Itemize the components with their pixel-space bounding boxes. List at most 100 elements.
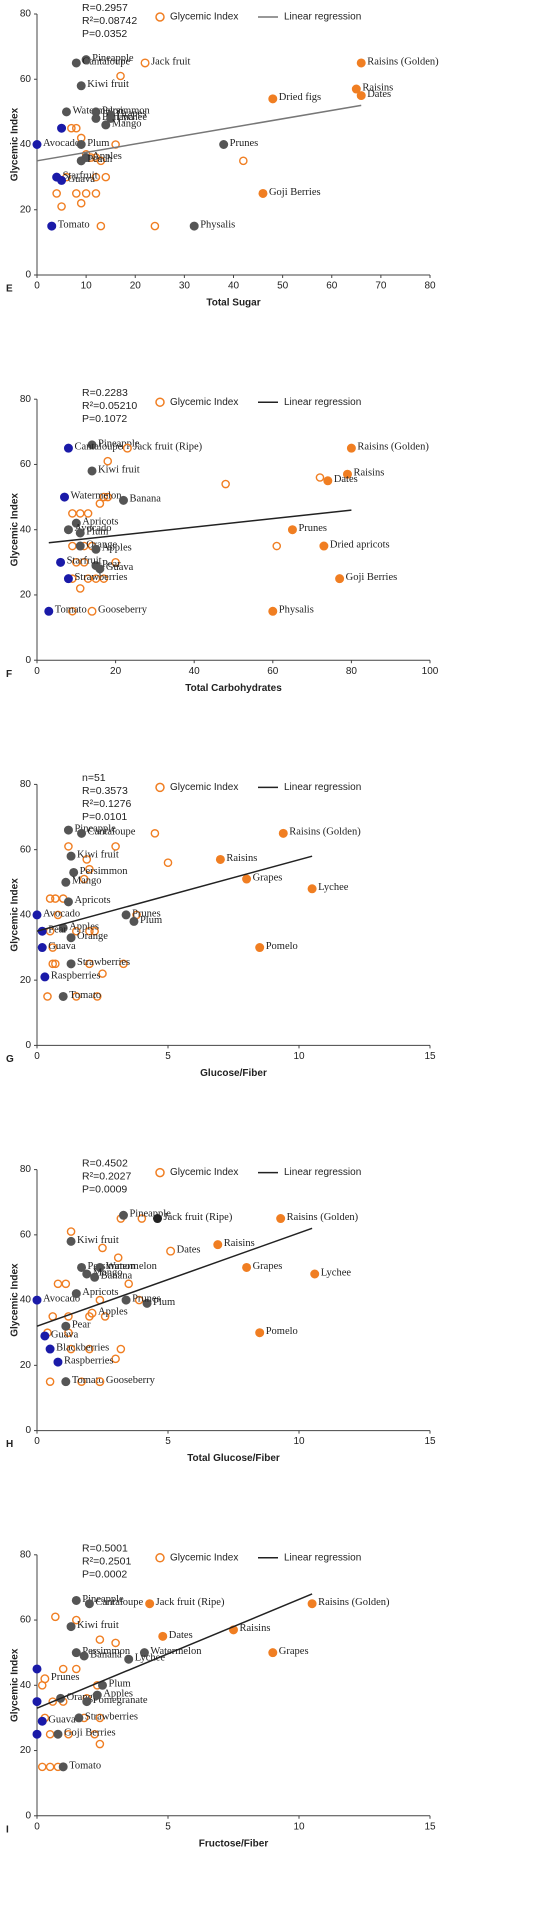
point-label: Persimmon (88, 1261, 137, 1272)
point-label: Raisins (Golden) (318, 1597, 390, 1608)
y-tick-label: 0 (25, 1040, 31, 1051)
stat-text: R=0.2957 (82, 2, 128, 14)
data-point (58, 1664, 68, 1674)
stat-text: n=51 (82, 772, 106, 784)
panel-letter: F (6, 669, 12, 680)
highlight-point (287, 525, 297, 535)
point-label: Jack fruit (Ripe) (156, 1597, 225, 1608)
point-label: Plum (140, 915, 162, 926)
point-label: Apples (103, 1688, 133, 1699)
x-tick-label: 5 (165, 1821, 171, 1832)
x-axis-title: Glucose/Fiber (200, 1068, 267, 1079)
highlight-point (32, 1697, 42, 1707)
data-point (85, 959, 94, 969)
data-point (83, 509, 93, 518)
x-tick-label: 5 (165, 1436, 171, 1447)
y-tick-label: 20 (20, 204, 32, 215)
data-point (91, 172, 101, 182)
highlight-point (255, 943, 265, 953)
data-point (64, 1729, 73, 1739)
highlight-point (268, 1648, 278, 1658)
point-label: Prunes (298, 523, 327, 534)
point-label: Goji Berries (64, 1728, 116, 1739)
x-axis-title: Total Glucose/Fiber (187, 1453, 280, 1464)
data-point (95, 499, 105, 508)
x-tick-label: 20 (110, 666, 122, 677)
point-label: Mango (93, 1267, 123, 1278)
panel: 0 20 40 60 80 0 5 10 15 Fructose/Fiber Glycemic In… (6, 1543, 436, 1850)
point-label: Apricots (82, 517, 118, 528)
point-label: Blackberries (56, 1342, 109, 1353)
data-point (137, 1214, 147, 1223)
y-tick-label: 20 (20, 590, 32, 601)
point-label: Strawberries (74, 572, 127, 583)
point-label: Peach (87, 154, 113, 165)
data-point (72, 1615, 81, 1625)
stat-text: R=0.5001 (82, 1543, 128, 1555)
highlight-point (71, 518, 81, 528)
highlight-point (213, 1240, 223, 1250)
highlight-point (87, 1308, 97, 1318)
point-label: Mango (112, 118, 142, 129)
point-label: Cantaloupe (82, 56, 130, 67)
data-point (72, 926, 81, 936)
y-tick-label: 40 (20, 1680, 32, 1691)
highlight-point (145, 1599, 155, 1609)
x-axis-title: Fructose/Fiber (199, 1838, 269, 1849)
point-label: Prunes (230, 138, 259, 149)
highlight-point (346, 443, 356, 453)
data-point (67, 123, 76, 133)
highlight-point (91, 544, 101, 554)
x-tick-label: 10 (293, 1051, 305, 1062)
highlight-point (268, 94, 278, 104)
point-label: Pear (102, 559, 121, 570)
data-point (51, 1612, 60, 1622)
point-label: Jack fruit (Ripe) (164, 1212, 233, 1223)
highlight-point (61, 1377, 71, 1387)
data-point (51, 959, 60, 969)
point-label: Persimmon (80, 866, 129, 877)
highlight-point (60, 492, 70, 502)
highlight-point (66, 959, 76, 969)
data-point (52, 189, 61, 198)
data-point (134, 1295, 144, 1305)
highlight-point (75, 541, 85, 551)
y-axis-title: Glycemic Index (10, 493, 21, 567)
data-point (79, 558, 89, 567)
highlight-point (40, 972, 50, 982)
stat-text: R=0.4502 (82, 1157, 128, 1169)
data-point (315, 473, 325, 482)
data-point (48, 959, 58, 969)
point-label: Apricots (74, 895, 110, 906)
highlight-point (91, 113, 101, 123)
data-point (90, 926, 99, 936)
x-tick-label: 20 (130, 281, 142, 292)
data-point (99, 574, 109, 583)
point-label: Orange (77, 931, 108, 942)
x-tick-label: 10 (293, 1821, 305, 1832)
highlight-point (121, 910, 131, 920)
point-label: Lychee (117, 112, 148, 123)
data-point (272, 541, 282, 551)
data-point (111, 1638, 120, 1648)
highlight-point (57, 123, 67, 133)
stat-text: R²=0.2501 (82, 1556, 131, 1568)
highlight-point (84, 1599, 94, 1609)
point-label: Pineapple (92, 53, 134, 64)
data-point (163, 858, 173, 868)
stat-text: P=0.0009 (82, 1183, 127, 1195)
highlight-point (63, 897, 73, 907)
y-tick-label: 20 (20, 1360, 32, 1371)
point-label: Grapes (279, 1646, 309, 1657)
legend-marker (155, 1167, 165, 1178)
highlight-point (61, 877, 71, 887)
highlight-point (45, 1344, 55, 1354)
highlight-point (61, 1321, 71, 1331)
point-label: Raisins (224, 1238, 255, 1249)
x-axis-title: Total Carbohydrates (185, 683, 282, 694)
panel: 0 20 40 60 80 0 10 20 30 40 50 60 70 80 Total Sugar Gly… (6, 2, 439, 309)
point-label: Watermelon (106, 1261, 158, 1272)
point-label: Jack fruit (151, 56, 190, 67)
legend-label: Glycemic Index (170, 1552, 238, 1563)
point-label: Pomegranate (93, 1695, 148, 1706)
